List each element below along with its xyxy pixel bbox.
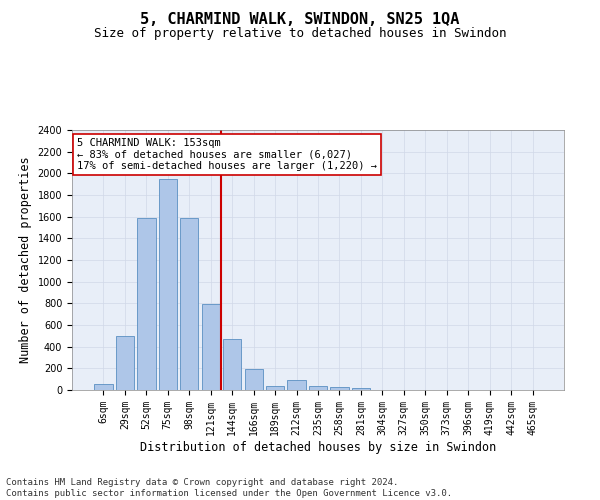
Bar <box>223 339 241 390</box>
Bar <box>266 386 284 390</box>
Bar <box>180 218 199 390</box>
Bar <box>287 380 305 390</box>
Bar <box>352 388 370 390</box>
Bar <box>331 388 349 390</box>
Bar <box>309 386 327 390</box>
Text: 5 CHARMIND WALK: 153sqm
← 83% of detached houses are smaller (6,027)
17% of semi: 5 CHARMIND WALK: 153sqm ← 83% of detache… <box>77 138 377 171</box>
X-axis label: Distribution of detached houses by size in Swindon: Distribution of detached houses by size … <box>140 440 496 454</box>
Bar <box>245 369 263 390</box>
Y-axis label: Number of detached properties: Number of detached properties <box>19 156 32 364</box>
Bar <box>137 218 155 390</box>
Text: Size of property relative to detached houses in Swindon: Size of property relative to detached ho… <box>94 28 506 40</box>
Bar <box>159 179 177 390</box>
Bar <box>202 304 220 390</box>
Text: 5, CHARMIND WALK, SWINDON, SN25 1QA: 5, CHARMIND WALK, SWINDON, SN25 1QA <box>140 12 460 28</box>
Bar <box>116 336 134 390</box>
Bar <box>94 384 113 390</box>
Text: Contains HM Land Registry data © Crown copyright and database right 2024.
Contai: Contains HM Land Registry data © Crown c… <box>6 478 452 498</box>
